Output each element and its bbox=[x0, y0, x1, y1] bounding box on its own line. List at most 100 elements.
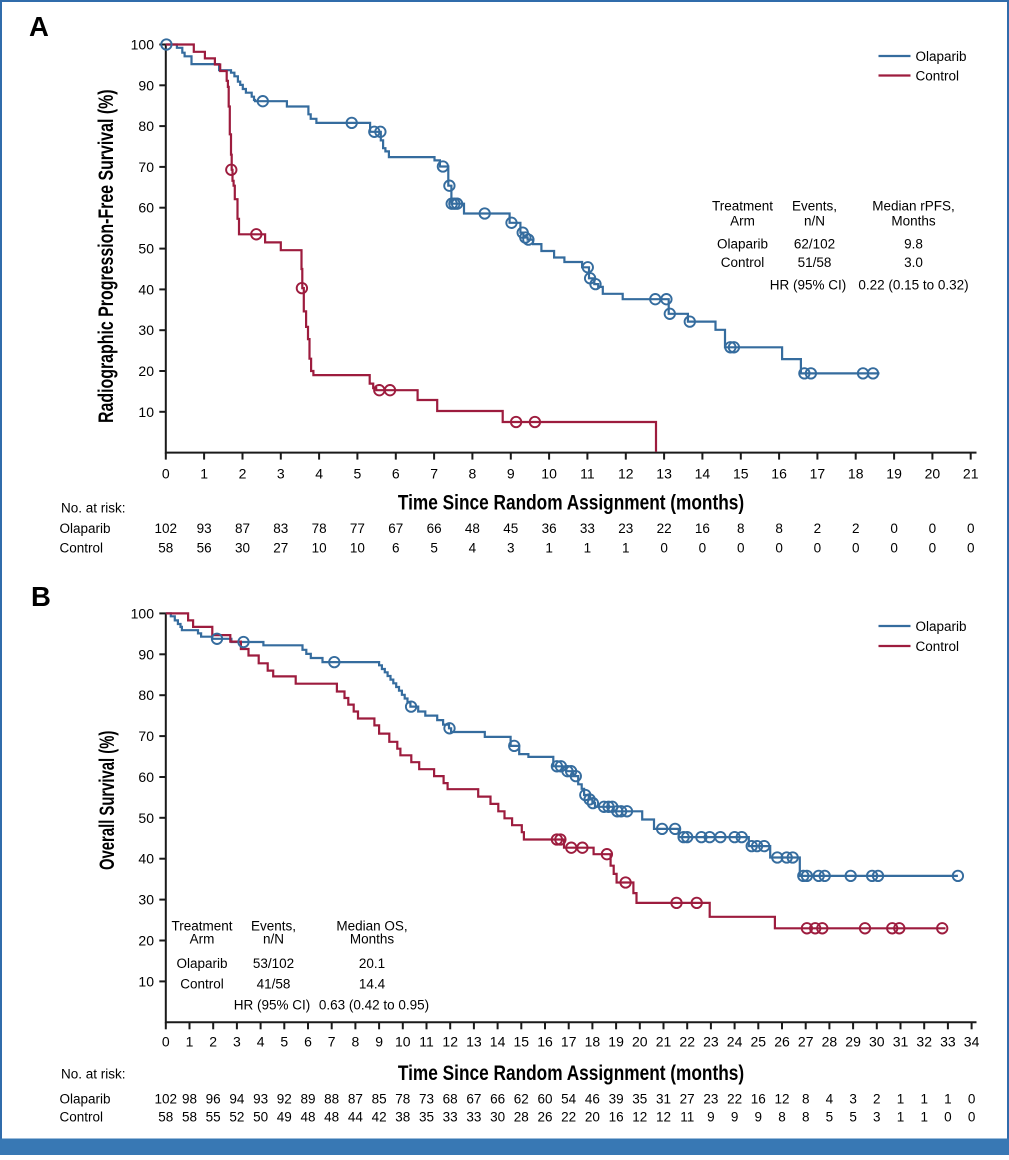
svg-text:31: 31 bbox=[656, 1092, 671, 1107]
svg-text:16: 16 bbox=[695, 521, 710, 536]
svg-text:66: 66 bbox=[427, 521, 442, 536]
svg-text:5: 5 bbox=[826, 1110, 834, 1125]
svg-text:29: 29 bbox=[845, 1034, 861, 1050]
svg-text:1: 1 bbox=[186, 1034, 194, 1050]
svg-text:32: 32 bbox=[916, 1034, 932, 1050]
svg-text:48: 48 bbox=[324, 1110, 339, 1125]
svg-text:50: 50 bbox=[138, 810, 154, 826]
svg-text:85: 85 bbox=[372, 1092, 387, 1107]
svg-text:9: 9 bbox=[707, 1110, 715, 1125]
svg-text:Olaparib: Olaparib bbox=[176, 956, 227, 971]
svg-text:14: 14 bbox=[695, 466, 711, 482]
svg-text:21: 21 bbox=[656, 1034, 672, 1050]
svg-text:48: 48 bbox=[300, 1110, 315, 1125]
svg-text:15: 15 bbox=[514, 1034, 530, 1050]
svg-text:34: 34 bbox=[964, 1034, 980, 1050]
svg-text:10: 10 bbox=[138, 404, 154, 420]
svg-text:0.63 (0.42 to 0.95): 0.63 (0.42 to 0.95) bbox=[319, 998, 429, 1013]
svg-text:54: 54 bbox=[561, 1092, 577, 1107]
svg-text:0: 0 bbox=[737, 541, 745, 556]
svg-text:12: 12 bbox=[618, 466, 634, 482]
svg-text:Control: Control bbox=[180, 977, 224, 992]
svg-text:41/58: 41/58 bbox=[257, 977, 291, 992]
svg-text:9.8: 9.8 bbox=[904, 237, 923, 252]
svg-text:11: 11 bbox=[680, 1110, 694, 1125]
svg-text:46: 46 bbox=[585, 1092, 600, 1107]
svg-text:1: 1 bbox=[920, 1110, 928, 1125]
svg-text:23: 23 bbox=[703, 1092, 718, 1107]
svg-text:26: 26 bbox=[774, 1034, 790, 1050]
svg-text:Olaparib: Olaparib bbox=[717, 237, 768, 252]
svg-text:33: 33 bbox=[466, 1110, 481, 1125]
svg-text:87: 87 bbox=[235, 521, 250, 536]
svg-text:13: 13 bbox=[656, 466, 672, 482]
svg-text:3: 3 bbox=[849, 1092, 857, 1107]
svg-text:45: 45 bbox=[503, 521, 518, 536]
svg-text:3: 3 bbox=[873, 1110, 881, 1125]
svg-text:n/N: n/N bbox=[263, 932, 284, 947]
svg-text:16: 16 bbox=[771, 466, 787, 482]
svg-text:2: 2 bbox=[852, 521, 860, 536]
svg-text:4: 4 bbox=[315, 466, 323, 482]
svg-text:0: 0 bbox=[890, 521, 898, 536]
svg-text:55: 55 bbox=[206, 1110, 221, 1125]
svg-text:Time Since Random Assignment (: Time Since Random Assignment (months) bbox=[398, 1063, 744, 1086]
svg-text:96: 96 bbox=[206, 1092, 221, 1107]
svg-text:8: 8 bbox=[469, 466, 477, 482]
svg-text:80: 80 bbox=[138, 687, 154, 703]
svg-text:60: 60 bbox=[138, 769, 154, 785]
svg-text:68: 68 bbox=[443, 1092, 458, 1107]
svg-text:0: 0 bbox=[890, 541, 898, 556]
svg-text:94: 94 bbox=[229, 1092, 245, 1107]
svg-text:Control: Control bbox=[721, 255, 765, 270]
svg-text:11: 11 bbox=[580, 466, 595, 482]
svg-text:0: 0 bbox=[162, 1034, 170, 1050]
svg-text:10: 10 bbox=[350, 541, 365, 556]
svg-text:Events,: Events, bbox=[251, 919, 296, 934]
svg-text:HR (95% CI): HR (95% CI) bbox=[770, 278, 847, 293]
svg-text:1: 1 bbox=[897, 1092, 905, 1107]
svg-text:Olaparib: Olaparib bbox=[60, 1092, 111, 1107]
svg-text:10: 10 bbox=[138, 973, 154, 989]
svg-text:70: 70 bbox=[138, 159, 154, 175]
svg-text:0: 0 bbox=[967, 521, 975, 536]
svg-text:0: 0 bbox=[929, 521, 937, 536]
svg-text:53/102: 53/102 bbox=[253, 956, 294, 971]
svg-text:0: 0 bbox=[660, 541, 668, 556]
svg-text:98: 98 bbox=[182, 1092, 197, 1107]
svg-text:30: 30 bbox=[490, 1110, 505, 1125]
svg-text:10: 10 bbox=[395, 1034, 411, 1050]
svg-text:1: 1 bbox=[200, 466, 208, 482]
svg-text:1: 1 bbox=[944, 1092, 952, 1107]
svg-text:0: 0 bbox=[852, 541, 860, 556]
svg-text:80: 80 bbox=[138, 118, 154, 134]
svg-text:90: 90 bbox=[138, 77, 154, 93]
svg-text:92: 92 bbox=[277, 1092, 292, 1107]
svg-text:90: 90 bbox=[138, 646, 154, 662]
svg-text:8: 8 bbox=[775, 521, 783, 536]
svg-text:73: 73 bbox=[419, 1092, 434, 1107]
svg-text:100: 100 bbox=[131, 605, 155, 621]
svg-text:9: 9 bbox=[755, 1110, 763, 1125]
svg-text:B: B bbox=[31, 581, 51, 612]
svg-text:0: 0 bbox=[814, 541, 822, 556]
svg-text:93: 93 bbox=[197, 521, 212, 536]
svg-text:58: 58 bbox=[158, 1110, 173, 1125]
svg-text:5: 5 bbox=[280, 1034, 288, 1050]
svg-text:14.4: 14.4 bbox=[359, 977, 386, 992]
svg-text:Radiographic Progression-Free: Radiographic Progression-Free Survival (… bbox=[94, 89, 118, 423]
svg-text:70: 70 bbox=[138, 728, 154, 744]
svg-text:30: 30 bbox=[235, 541, 250, 556]
svg-text:6: 6 bbox=[392, 466, 400, 482]
svg-text:8: 8 bbox=[802, 1092, 810, 1107]
svg-text:8: 8 bbox=[802, 1110, 810, 1125]
svg-text:0: 0 bbox=[968, 1110, 976, 1125]
svg-text:77: 77 bbox=[350, 521, 365, 536]
svg-text:19: 19 bbox=[886, 466, 902, 482]
svg-text:8: 8 bbox=[737, 521, 745, 536]
svg-text:9: 9 bbox=[731, 1110, 739, 1125]
svg-text:18: 18 bbox=[848, 466, 864, 482]
svg-text:22: 22 bbox=[561, 1110, 576, 1125]
svg-text:25: 25 bbox=[751, 1034, 767, 1050]
svg-text:62: 62 bbox=[514, 1092, 529, 1107]
